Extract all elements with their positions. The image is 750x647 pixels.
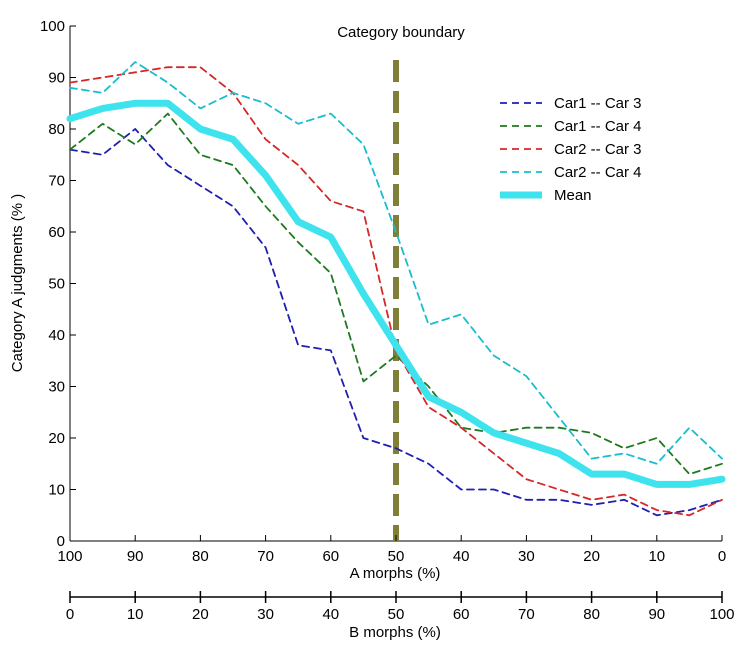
legend-label: Car1 -- Car 3 [554,95,642,112]
series-line-1 [69,128,723,517]
series-line-4 [69,61,723,465]
x-bottom-tick-label: 10 [127,606,144,623]
x-bottom-tick-label: 60 [453,606,470,623]
x-bottom-tick-label: 40 [322,606,339,623]
boundary-label: Category boundary [337,24,465,41]
y-tick-label: 100 [40,18,65,35]
y-tick-label: 40 [48,327,65,344]
x-top-tick-label: 10 [648,548,665,565]
series-layer [66,61,726,517]
x-bottom-tick-label: 50 [388,606,405,623]
x-bottom-tick-label: 30 [257,606,274,623]
x-bottom-tick-label: 100 [709,606,734,623]
x-top-tick-label: 0 [718,548,726,565]
x-bottom-tick-label: 70 [518,606,535,623]
x-top-tick-label: 30 [518,548,535,565]
x-top-tick-label: 70 [257,548,274,565]
y-tick-label: 80 [48,121,65,138]
x-bottom-tick-label: 90 [648,606,665,623]
y-tick-label: 60 [48,224,65,241]
x-axis-a-morphs: 100 90 80 70 60 50 40 30 20 10 0 [57,535,726,565]
x-axis-bottom-title: B morphs (%) [349,624,441,641]
legend-label: Car2 -- Car 4 [554,164,642,181]
x-top-tick-label: 100 [57,548,82,565]
x-bottom-tick-label: 80 [583,606,600,623]
x-bottom-tick-label: 0 [66,606,74,623]
y-tick-label: 10 [48,482,65,499]
x-top-tick-label: 80 [192,548,209,565]
y-tick-label: 50 [48,276,65,293]
legend-label: Car1 -- Car 4 [554,118,642,135]
y-tick-label: 90 [48,70,65,87]
x-top-tick-label: 40 [453,548,470,565]
y-axis: 0 10 20 30 40 50 60 70 80 90 100 [40,18,76,550]
y-tick-label: 20 [48,430,65,447]
y-tick-label: 70 [48,173,65,190]
y-axis-title: Category A judgments (% ) [9,194,26,372]
legend: Car1 -- Car 3 Car1 -- Car 4 Car2 -- Car 3 C… [500,95,642,204]
x-axis-top-title: A morphs (%) [350,565,441,582]
x-top-tick-label: 50 [388,548,405,565]
legend-label: Mean [554,187,592,204]
y-tick-label: 0 [57,533,65,550]
x-top-tick-label: 20 [583,548,600,565]
x-axis-b-morphs: 0 10 20 30 40 50 60 70 80 90 100 [66,591,735,623]
series-line-5 [66,99,726,488]
y-tick-label: 30 [48,379,65,396]
x-top-tick-label: 90 [127,548,144,565]
x-top-tick-label: 60 [322,548,339,565]
x-bottom-tick-label: 20 [192,606,209,623]
legend-label: Car2 -- Car 3 [554,141,642,158]
